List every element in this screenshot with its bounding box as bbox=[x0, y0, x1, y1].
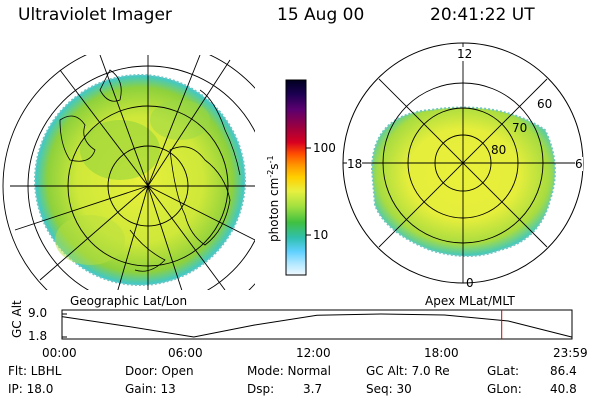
mlt-label-6: 6 bbox=[575, 157, 583, 171]
glat-label: GLat: bbox=[487, 364, 520, 378]
colorbar-tick-100: 100 bbox=[313, 141, 336, 155]
dsp-label: Dsp: bbox=[247, 382, 275, 396]
mlt-dial-title: Apex MLat/MLT bbox=[425, 294, 515, 308]
alt-xtick-1800: 18:00 bbox=[424, 346, 459, 360]
alt-xtick-0000: 00:00 bbox=[42, 346, 77, 360]
gain-info: Gain: 13 bbox=[125, 382, 176, 396]
alt-ytick-1.8: 1.8 bbox=[28, 329, 48, 343]
geo-map-title: Geographic Lat/Lon bbox=[70, 294, 188, 308]
mlt-dial bbox=[342, 42, 584, 284]
flt-info: Flt: LBHL bbox=[8, 364, 62, 378]
mlt-label-0: 0 bbox=[466, 276, 474, 290]
date-label: 15 Aug 00 bbox=[277, 5, 365, 25]
alt-xtick-2359: 23:59 bbox=[553, 346, 588, 360]
mlt-label-12: 12 bbox=[457, 47, 473, 61]
colorbar-tick-10: 10 bbox=[313, 228, 329, 242]
mlt-label-18: 18 bbox=[347, 157, 363, 171]
altitude-ylabel: GC Alt bbox=[10, 300, 24, 338]
geographic-map bbox=[2, 55, 255, 290]
time-label: 20:41:22 UT bbox=[430, 5, 535, 25]
mlat-label-70: 70 bbox=[512, 121, 528, 135]
alt-xtick-0600: 06:00 bbox=[168, 346, 203, 360]
altitude-curve bbox=[61, 313, 572, 338]
gcalt-info: GC Alt: 7.0 Re bbox=[366, 364, 450, 378]
alt-ytick-9: 9.0 bbox=[28, 306, 48, 320]
alt-xtick-1200: 12:00 bbox=[296, 346, 331, 360]
mlat-label-60: 60 bbox=[537, 97, 553, 111]
instrument-title: Ultraviolet Imager bbox=[18, 5, 172, 25]
glat-value: 86.4 bbox=[550, 364, 577, 378]
colorbar bbox=[285, 79, 311, 276]
door-info: Door: Open bbox=[125, 364, 194, 378]
auroral-oval-mlt bbox=[370, 106, 556, 257]
mode-info: Mode: Normal bbox=[247, 364, 331, 378]
seq-info: Seq: 30 bbox=[366, 382, 412, 396]
mlat-label-80: 80 bbox=[491, 143, 507, 157]
glon-value: 40.8 bbox=[550, 382, 577, 396]
ip-info: IP: 18.0 bbox=[8, 382, 54, 396]
glon-label: GLon: bbox=[487, 382, 522, 396]
dsp-value: 3.7 bbox=[303, 382, 323, 396]
